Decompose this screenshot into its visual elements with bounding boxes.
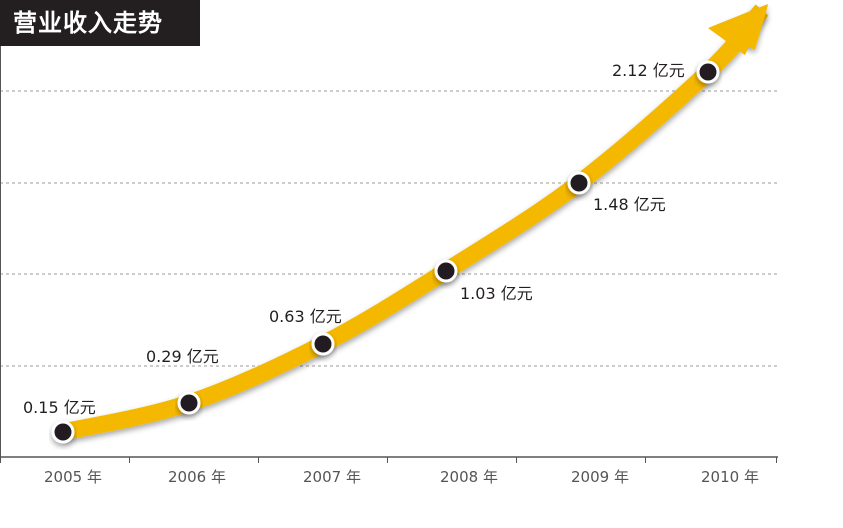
- data-label-2007: 0.63 亿元: [269, 307, 342, 326]
- x-tick-label-2008: 2008 年: [440, 468, 498, 486]
- data-point-2005: [51, 420, 75, 444]
- trend-arrowhead-tip: [708, 4, 768, 55]
- data-point-2009: [567, 171, 591, 195]
- x-axis: [0, 0, 778, 463]
- x-tick-label-2010: 2010 年: [701, 468, 759, 486]
- data-label-2009: 1.48 亿元: [593, 195, 666, 214]
- data-point-2007: [311, 332, 335, 356]
- data-point-2006: [177, 391, 201, 415]
- x-tick-label-2006: 2006 年: [168, 468, 226, 486]
- data-label-2006: 0.29 亿元: [146, 347, 219, 366]
- data-point-2010: [696, 60, 720, 84]
- chart-title: 营业收入走势: [0, 0, 200, 46]
- data-labels: 0.15 亿元 0.29 亿元 0.63 亿元 1.03 亿元 1.48 亿元 2.12 …: [23, 61, 685, 417]
- x-tick-labels: 2005 年 2006 年 2007 年 2008 年 2009 年 2010 年: [44, 468, 759, 486]
- x-tick-label-2005: 2005 年: [44, 468, 102, 486]
- data-label-2005: 0.15 亿元: [23, 398, 96, 417]
- x-tick-label-2009: 2009 年: [571, 468, 629, 486]
- x-tick-label-2007: 2007 年: [303, 468, 361, 486]
- data-markers: [51, 60, 720, 444]
- data-point-2008: [434, 259, 458, 283]
- data-label-2008: 1.03 亿元: [460, 284, 533, 303]
- data-label-2010: 2.12 亿元: [612, 61, 685, 80]
- gridlines: [0, 90, 778, 367]
